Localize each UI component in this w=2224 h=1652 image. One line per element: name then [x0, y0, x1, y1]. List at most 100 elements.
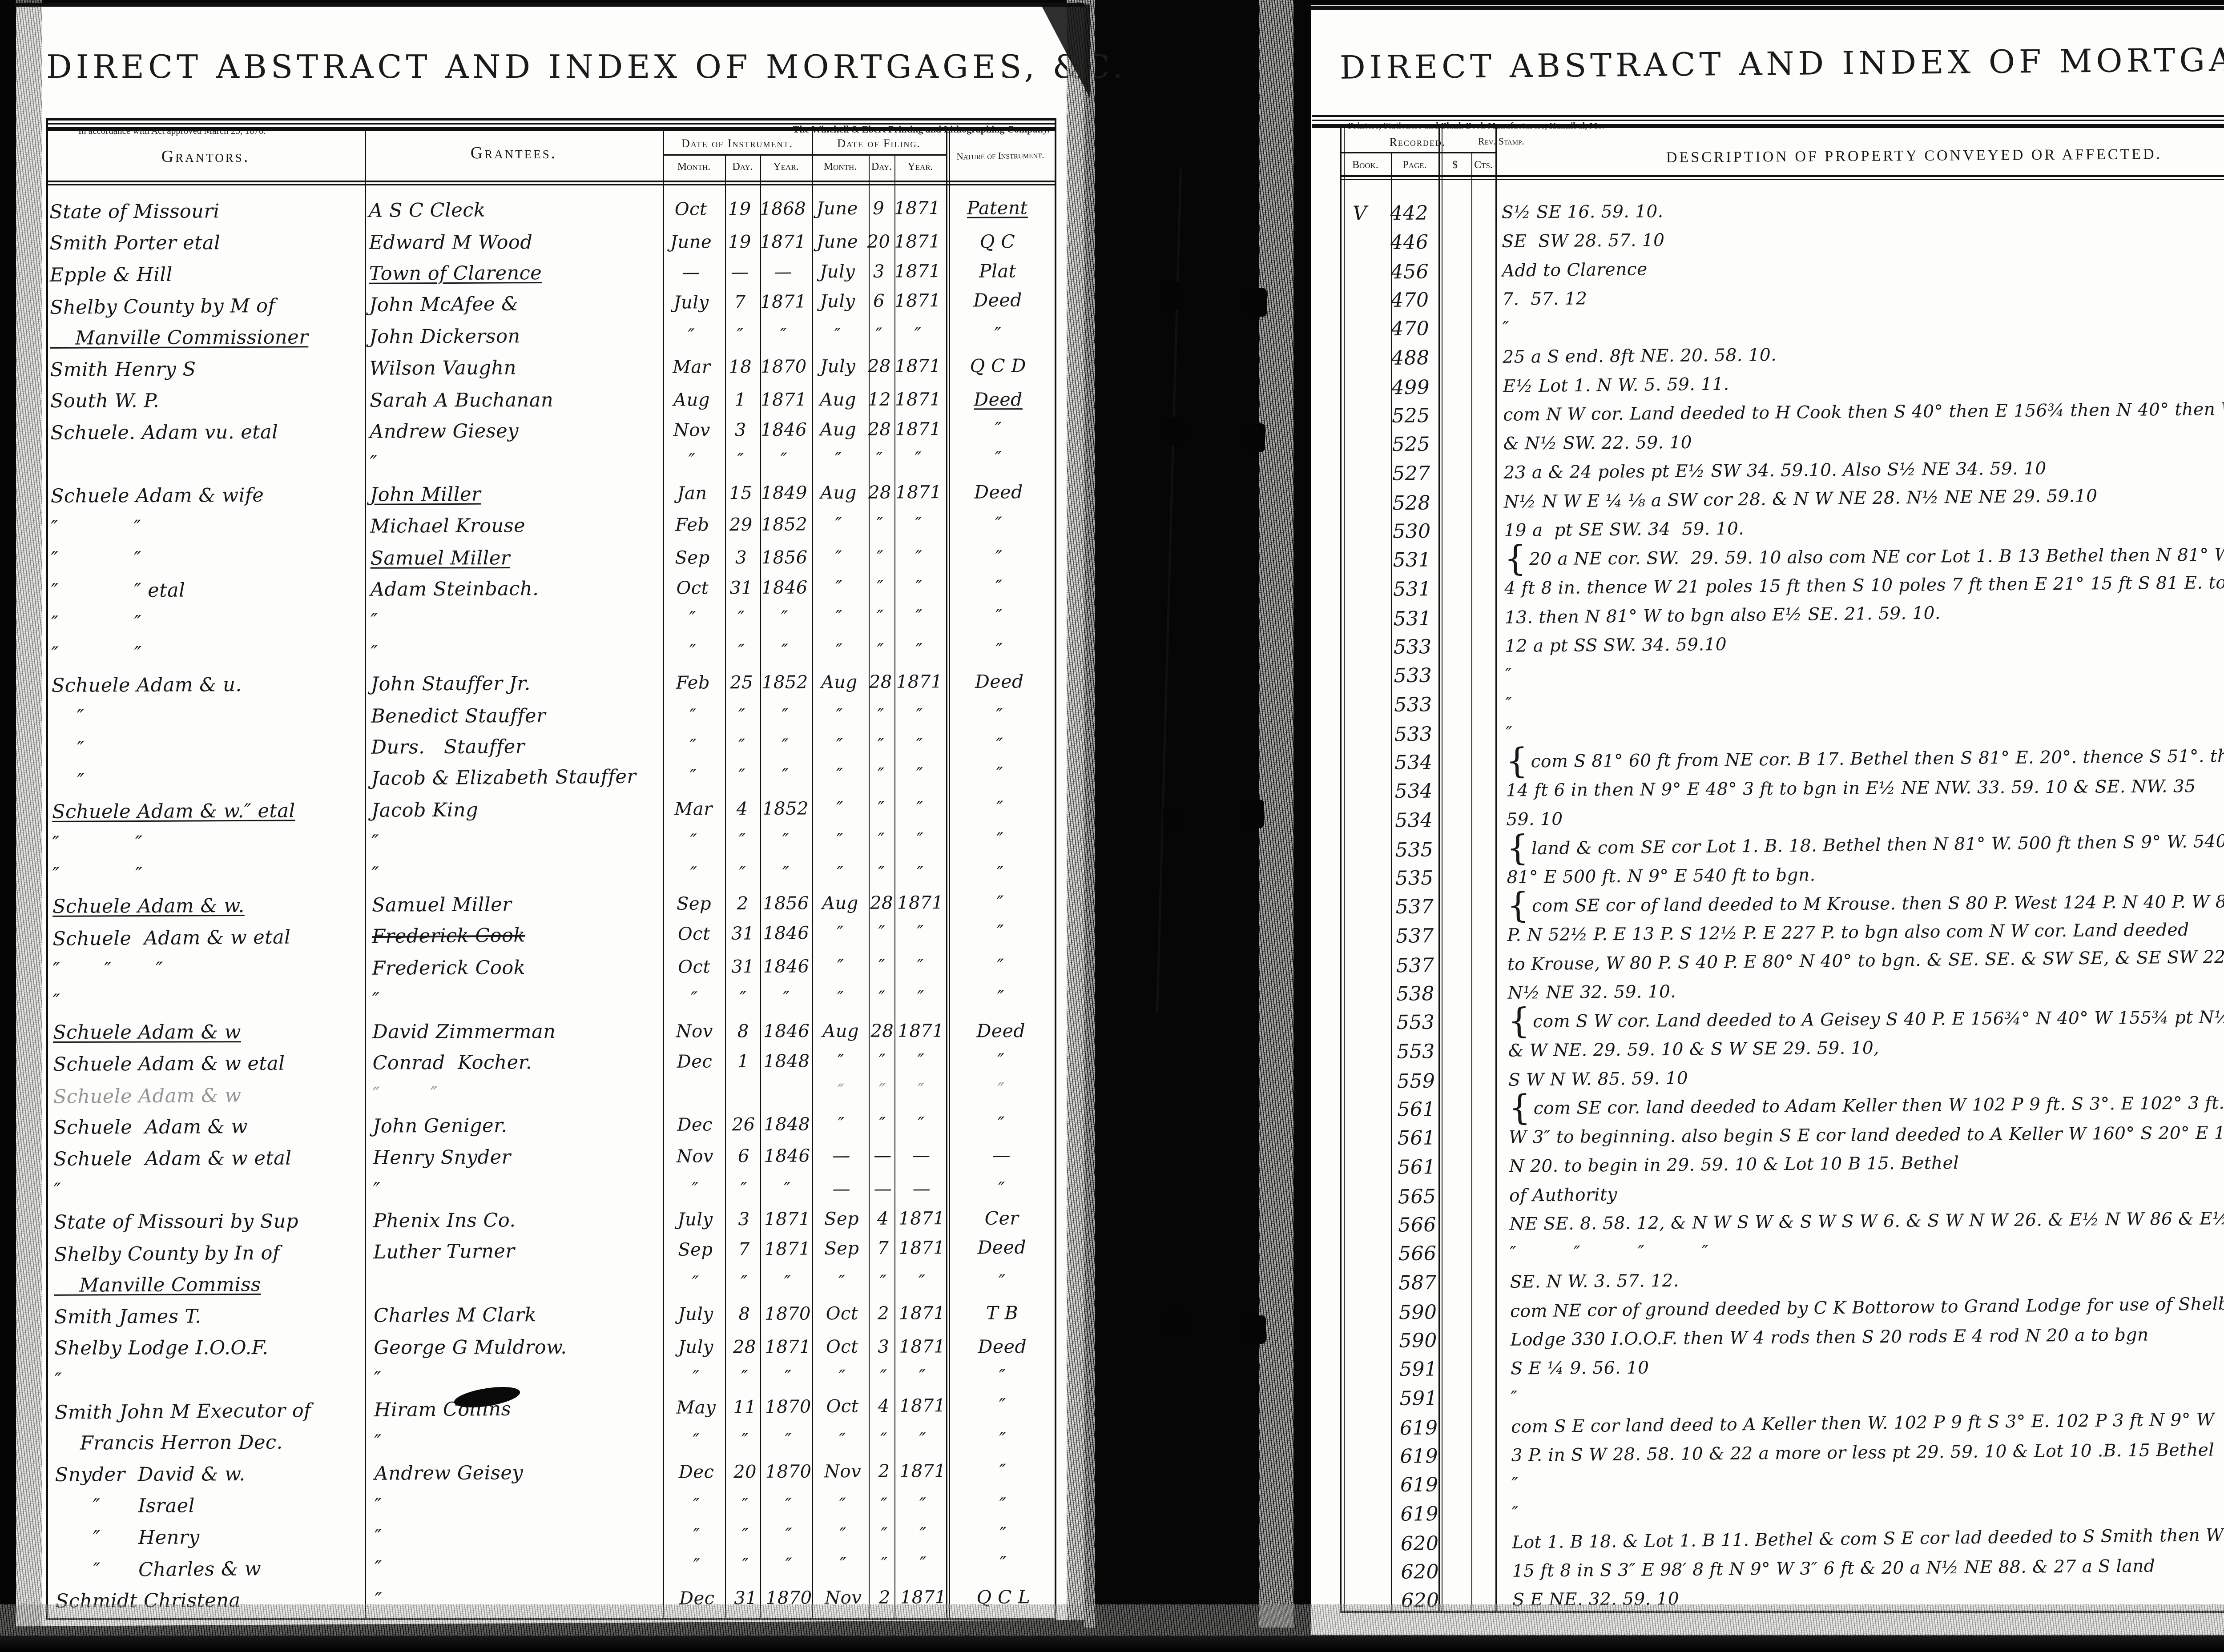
instrument-month-cell: Oct — [676, 577, 709, 599]
instrument-day-cell: ″ — [737, 607, 745, 628]
table-row: ″ ″ ″ Frederick Cook Oct 31 1846 ″ ″ ″ ″ — [46, 949, 1055, 985]
instrument-year-cell: ″ — [785, 1430, 792, 1451]
filing-month-cell: ″ — [836, 764, 843, 785]
col-header-page: Page. — [1402, 159, 1427, 171]
filing-day-cell: ″ — [877, 606, 884, 627]
filing-month-cell: July — [820, 261, 855, 282]
filing-day-cell: 4 — [878, 1395, 890, 1416]
nature-cell: Deed — [978, 1335, 1027, 1357]
filing-year-cell: ″ — [915, 576, 923, 597]
filing-year-cell: ″ — [919, 1429, 927, 1450]
filing-day-cell: 28 — [867, 356, 891, 377]
nature-cell: Deed — [976, 1020, 1026, 1041]
filing-year-cell: ″ — [917, 987, 924, 1008]
left-rows: State of Missouri A S C Cleck Oct 19 1868 Jun… — [43, 192, 1058, 1617]
nature-cell: Q C — [979, 230, 1015, 252]
rule — [1495, 128, 1497, 1613]
description-cell: 25 a S end. 8ft NE. 20. 58. 10. — [1503, 345, 1777, 367]
nature-cell: Deed — [974, 481, 1023, 503]
page-number-cell: 538 — [1396, 982, 1434, 1005]
grantor-cell: ″ — [52, 737, 85, 760]
page-number-cell: 533 — [1394, 664, 1432, 687]
grantor-cell: Smith John M Executor of — [54, 1399, 311, 1424]
grantor-cell: ″ — [52, 705, 85, 728]
book-cell — [1337, 531, 1388, 532]
grantor-cell: Schuele Adam & w etal — [53, 1147, 292, 1170]
page-number-cell: 591 — [1399, 1358, 1438, 1381]
page-number-cell: 531 — [1393, 578, 1431, 601]
filing-year-cell: 1871 — [895, 418, 942, 440]
description-cell: com NE cor of ground deeded by C K Botto… — [1510, 1294, 2224, 1322]
grantee-cell: ″ — [371, 609, 378, 632]
rule — [1340, 179, 2224, 180]
grantee-cell: John Geniger. — [373, 1114, 508, 1138]
nature-cell: Patent — [967, 197, 1028, 219]
instrument-month-cell: ″ — [693, 1555, 701, 1576]
table-row: ″ ″ ″ ″ ″ ″ ″ ″ ″ ″ — [45, 634, 1053, 670]
description-cell: 4 ft 8 in. thence W 21 poles 15 ft then … — [1504, 573, 2224, 599]
col-header-book: Book. — [1352, 159, 1378, 171]
description-cell: 81° E 500 ft. N 9° E 540 ft to bgn. — [1507, 865, 1816, 888]
instrument-month-cell: July — [678, 1336, 713, 1357]
table-row: 531 {20 a NE cor. SW. 29. 59. 10 also com… — [1337, 539, 2224, 579]
table-row: Manville Commissioner John Dickerson ″ ″ ″ ″ ″… — [44, 318, 1052, 354]
instrument-month-cell: ″ — [689, 765, 697, 787]
filing-year-cell: ″ — [914, 324, 922, 345]
book-cell — [1340, 878, 1391, 879]
filing-year-cell: 1871 — [896, 671, 943, 692]
rule — [1391, 152, 1392, 1613]
stamp-dollar-cell — [1437, 762, 1470, 763]
rule — [1312, 120, 2224, 121]
instrument-year-cell: ″ — [784, 1367, 792, 1387]
description-cell: N 20. to begin in 29. 59. 10 & Lot 10 B … — [1509, 1153, 1959, 1177]
brace-mark: { — [1507, 885, 1530, 926]
rule — [46, 123, 1055, 125]
binder-hole — [1164, 1309, 1188, 1338]
filing-day-cell: ″ — [881, 1494, 888, 1515]
filing-month-cell: Aug — [820, 419, 857, 440]
instrument-month-cell: ″ — [693, 1494, 700, 1515]
filing-year-cell: ″ — [916, 829, 924, 850]
page-number-cell: 446 — [1390, 231, 1429, 254]
page-number-cell: 499 — [1391, 376, 1430, 399]
filing-month-cell: ″ — [836, 829, 844, 850]
filing-month-cell: ″ — [834, 324, 842, 345]
stamp-dollar-cell — [1442, 1282, 1475, 1283]
nature-cell: ″ — [999, 1493, 1007, 1515]
grantor-cell: ″ — [52, 769, 85, 792]
instrument-year-cell: 1871 — [760, 231, 806, 252]
filing-day-cell: 28 — [869, 671, 892, 692]
filing-month-cell: ″ — [836, 798, 843, 819]
grantee-cell: ″ — [371, 641, 379, 664]
grantor-cell: Shelby County by M of — [49, 294, 276, 319]
filing-month-cell: ″ — [835, 514, 842, 535]
instrument-year-cell: ″ — [782, 735, 789, 756]
rule — [894, 154, 895, 1620]
page-number-cell: 565 — [1398, 1185, 1436, 1209]
stamp-dollar-cell — [1442, 1340, 1475, 1341]
filing-year-cell: 1871 — [894, 355, 941, 377]
nature-cell: ″ — [996, 892, 1004, 913]
filing-year-cell: ″ — [916, 863, 924, 884]
description-cell: ″ — [1511, 1503, 1519, 1523]
instrument-month-cell: ″ — [692, 1367, 700, 1388]
grantor-cell: ″ ″ — [52, 832, 143, 855]
page-number-cell: 537 — [1396, 924, 1434, 948]
grantee-cell: Edward M Wood — [369, 231, 533, 254]
rule — [1340, 1611, 2224, 1613]
filing-year-cell: 1871 — [894, 290, 941, 311]
filing-year-cell: ″ — [915, 448, 922, 469]
col-header-inst-day: Day. — [732, 161, 753, 173]
instrument-month-cell: ″ — [689, 641, 697, 662]
table-row: 561 W 3″ to beginning. also begin S E cor… — [1342, 1118, 2224, 1153]
description-cell: S E ¼ 9. 56. 10 — [1511, 1358, 1649, 1379]
instrument-month-cell: ″ — [688, 325, 695, 346]
grantee-cell: Samuel Miller — [371, 893, 512, 916]
description-cell: W 3″ to beginning. also begin S E cor la… — [1508, 1123, 2224, 1148]
instrument-day-cell: 11 — [733, 1396, 757, 1418]
instrument-day-cell: ″ — [741, 1272, 748, 1293]
instrument-month-cell — [664, 1091, 726, 1092]
rule — [46, 184, 1055, 185]
rule — [663, 154, 946, 156]
instrument-day-cell: 29 — [729, 514, 753, 535]
